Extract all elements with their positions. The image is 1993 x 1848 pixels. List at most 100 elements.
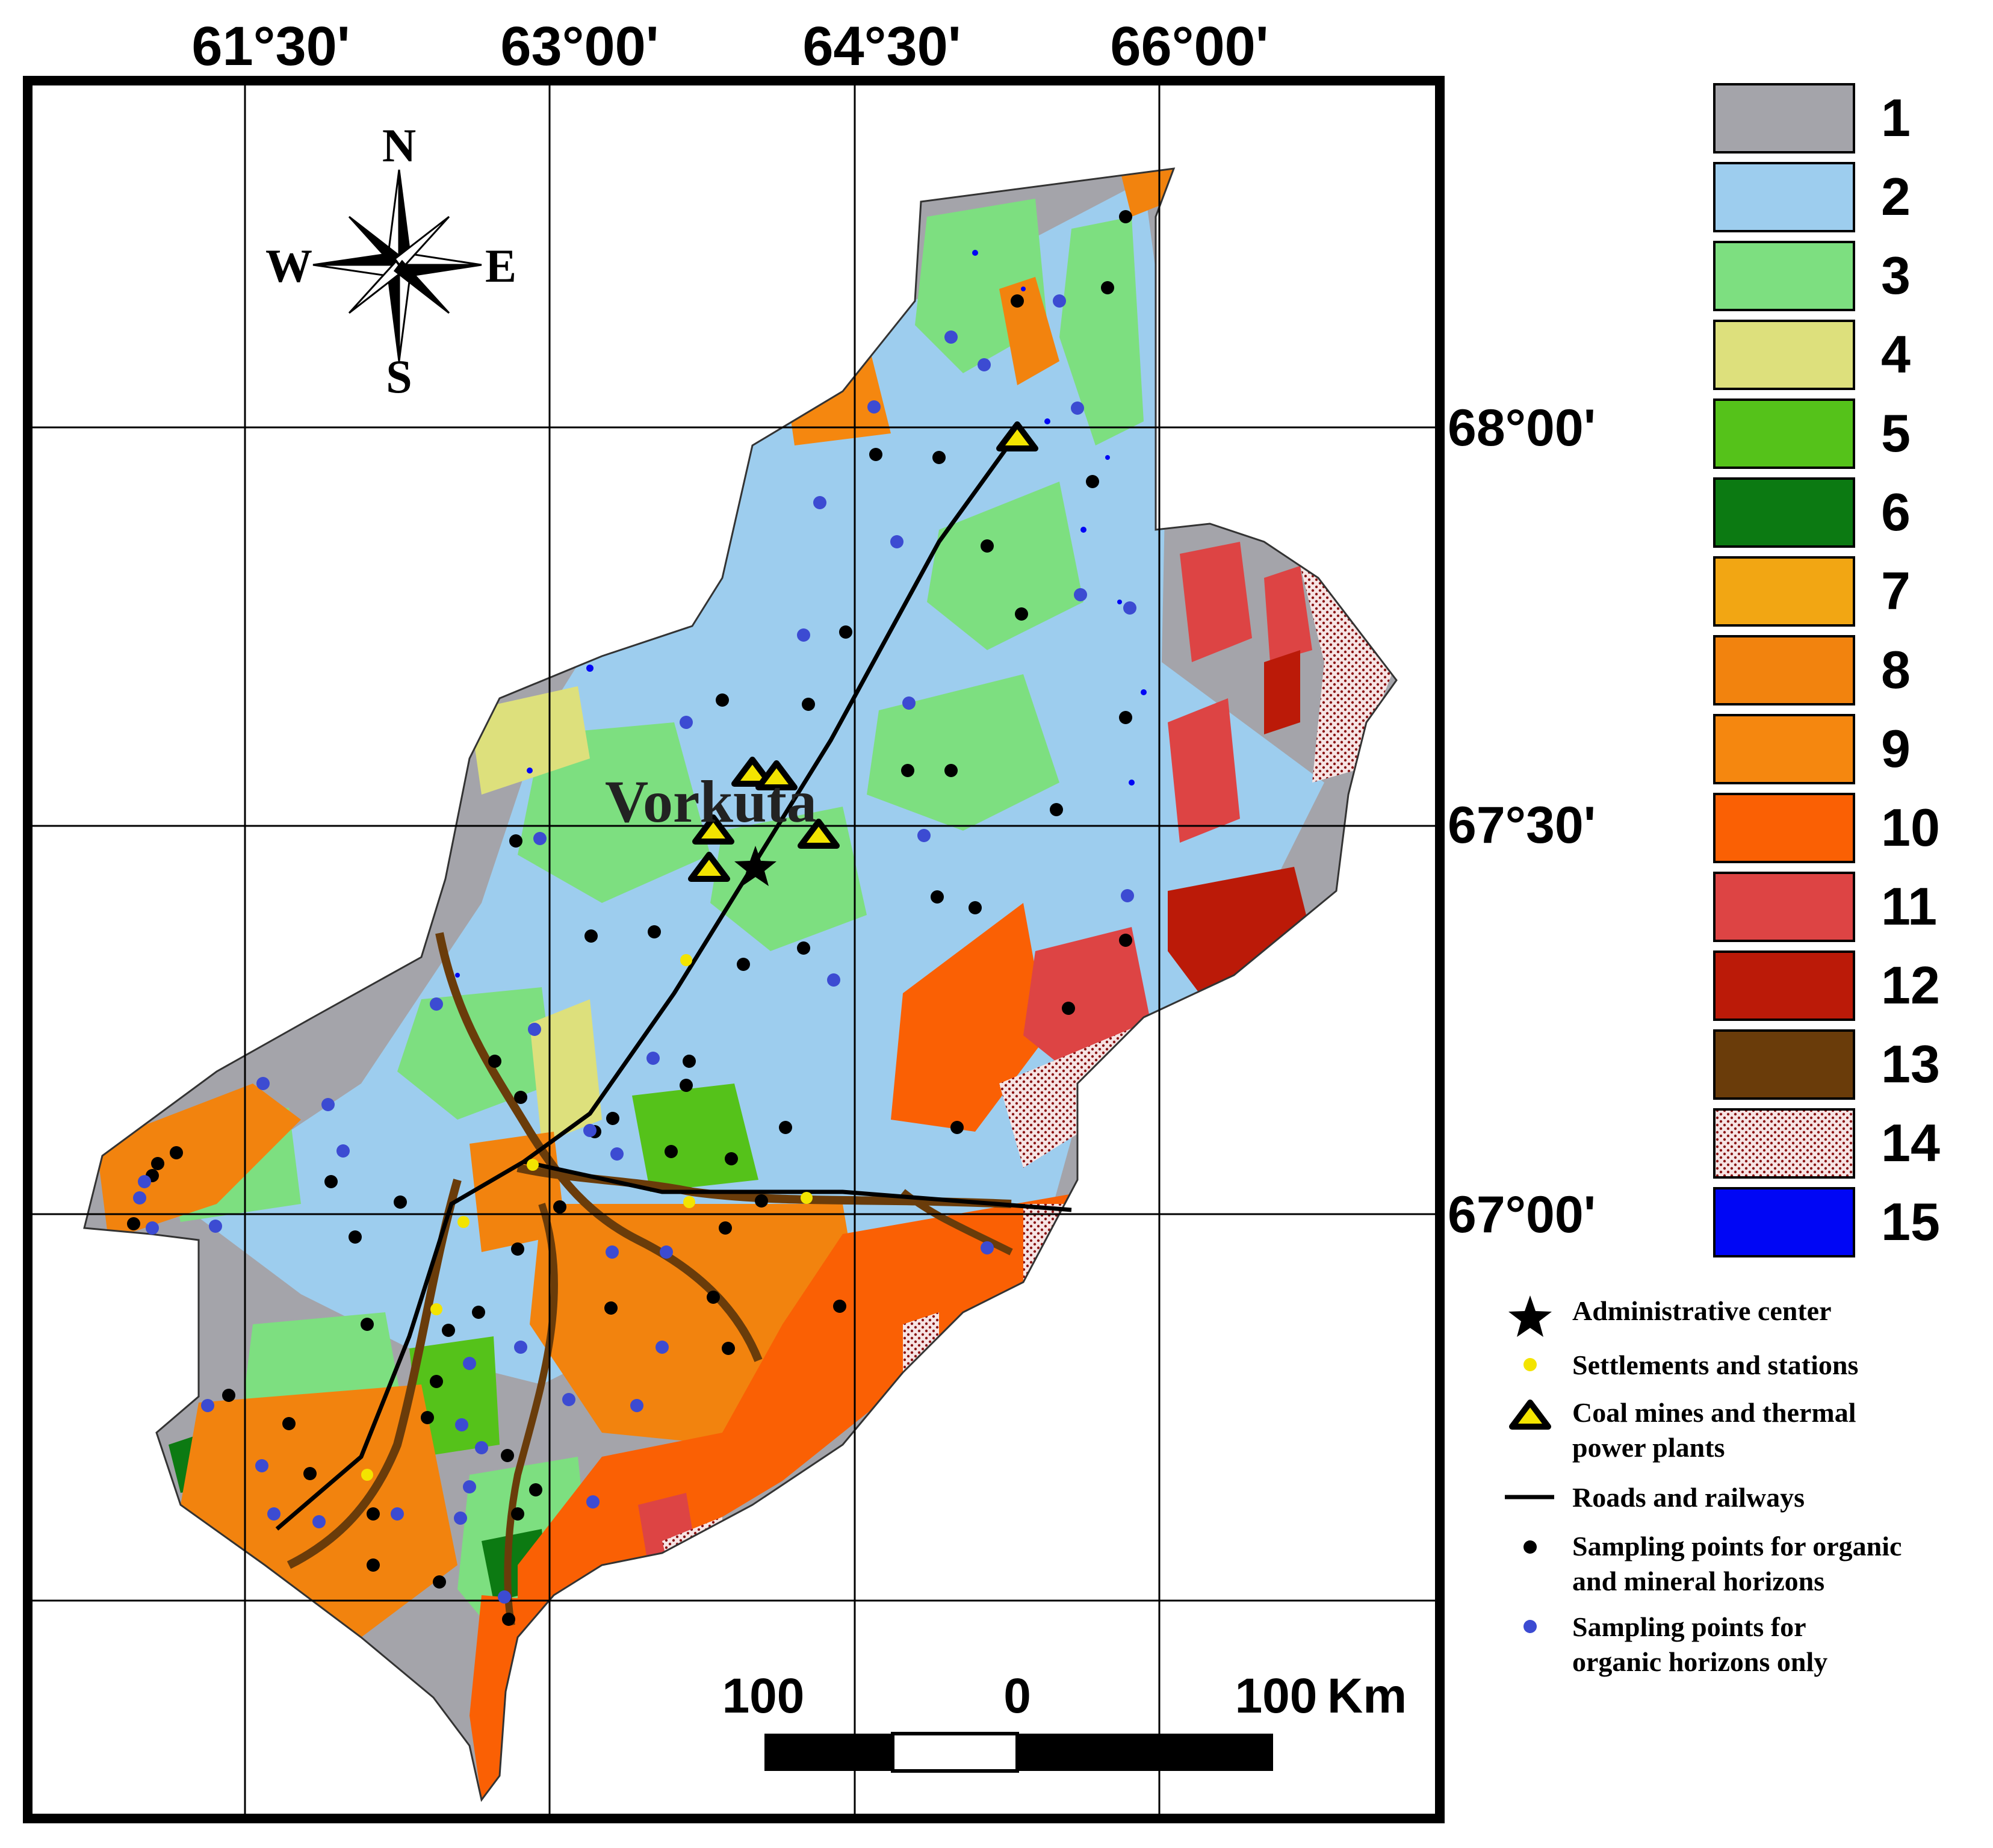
sample-point-black [349,1230,362,1244]
sample-point-black [509,834,522,848]
legend-number: 6 [1881,482,1911,542]
sample-point-blue [630,1399,643,1412]
sample-point-blue [1071,402,1084,415]
sample-point-blue [336,1144,350,1158]
city-label-vorkuta: Vorkuta [605,768,817,835]
sample-point-blue [1123,601,1136,615]
legend-number: 15 [1881,1192,1940,1251]
compass-south-label: S [386,350,412,403]
sample-point-blue [256,1077,270,1090]
sample-point-black [529,1483,542,1496]
road-main [275,432,1019,1531]
coal-mine-marker [755,760,798,790]
sample-point-blue [498,1590,511,1604]
sample-point-black [725,1152,738,1165]
legend-symbol-label: organic horizons only [1572,1646,1827,1677]
sample-point-blue [1074,588,1087,601]
sample-point-blue [430,997,443,1011]
legend-symbol-label: power plants [1572,1432,1725,1463]
sample-point-blue [978,358,991,371]
legend-swatch [1713,556,1855,627]
legend-swatch [1713,320,1855,390]
legend-swatch [1713,83,1855,153]
legend-number: 2 [1881,167,1911,226]
legend-number: 8 [1881,640,1911,699]
scale-bar: 100 0 100 Km [722,1669,1407,1773]
sample-point-blue [813,496,826,509]
settlement-point [527,1159,539,1171]
region-outline [83,167,1398,1802]
legend-swatch [1713,793,1855,863]
sample-point-black [716,693,729,707]
sample-point-black [839,625,852,639]
sample-point-blue [146,1221,159,1235]
sample-point-blue [321,1098,335,1111]
legend-symbol-label: Administrative center [1572,1295,1832,1326]
latitude-label: 67°30' [1448,796,1596,854]
coal-mine-marker [798,819,840,849]
legend-number: 10 [1881,798,1940,857]
legend-swatch [1713,635,1855,705]
road-east [523,1159,1072,1212]
sample-point-black [282,1417,296,1430]
sample-point-black [367,1507,380,1521]
sample-point-blue [890,535,904,548]
sample-point-black [361,1318,374,1331]
sample-point-black [222,1389,235,1402]
sample-point-blue [656,1341,669,1354]
sample-point-black [981,539,994,553]
scale-unit-label: Km [1327,1669,1407,1723]
sample-point-black [932,451,946,464]
latitude-label: 68°00' [1448,399,1596,457]
compass-rose: N E S W [265,119,516,403]
sample-point-black [472,1306,485,1319]
legend-number: 7 [1881,561,1911,621]
legend-classes: 1 2 3 4 5 6 7 8 9 10 11 12 13 14 15 [1713,83,1940,1257]
sample-point-blue [902,696,916,710]
administrative-center-marker [734,846,776,886]
sampling-points-organic-only [133,294,1136,1604]
sample-point-blue [312,1515,326,1528]
coal-mine-marker [692,814,734,845]
scale-segment [1017,1734,1273,1771]
scale-segment [764,1734,893,1771]
sample-point-black [442,1324,455,1337]
legend-number: 12 [1881,955,1940,1015]
sample-point-blue [606,1245,619,1259]
coal-mine-marker [996,421,1038,451]
latitude-label: 67°00' [1448,1186,1596,1244]
sample-point-black [1015,607,1028,621]
legend-symbol-label: Settlements and stations [1572,1350,1858,1380]
sample-point-blue [610,1147,624,1161]
legend-swatch [1713,398,1855,469]
sampling-points-organic-mineral [127,210,1132,1626]
sample-point-black [722,1342,735,1355]
sample-point-blue [944,330,958,344]
settlement-icon [1523,1358,1537,1371]
sample-point-black [604,1301,618,1315]
sample-point-black [421,1411,434,1424]
coal-mine-marker [688,852,730,882]
legend-number: 14 [1881,1113,1940,1173]
sample-point-black [869,448,882,461]
legend-number: 4 [1881,324,1911,384]
sample-point-black [931,890,944,904]
legend-symbol-label: and mineral horizons [1572,1566,1824,1596]
sample-point-black [1050,803,1063,816]
sample-point-blue [514,1341,527,1354]
sample-point-blue [255,1459,268,1472]
sample-point-black [584,929,598,943]
coal-mine-marker [731,757,773,787]
sample-point-black [680,1079,693,1092]
legend-symbol-label: Roads and railways [1572,1482,1805,1513]
legend-swatch [1713,477,1855,548]
settlement-point [680,954,692,966]
sample-point-black [502,1613,515,1626]
legend-symbols: Administrative center Settlements and st… [1505,1295,1902,1677]
sample-point-black [324,1175,338,1188]
legend-swatch [1713,950,1855,1021]
sample-black-icon [1523,1540,1537,1554]
sample-point-blue [797,628,810,642]
sample-point-black [514,1091,527,1104]
sample-point-blue [827,973,840,987]
